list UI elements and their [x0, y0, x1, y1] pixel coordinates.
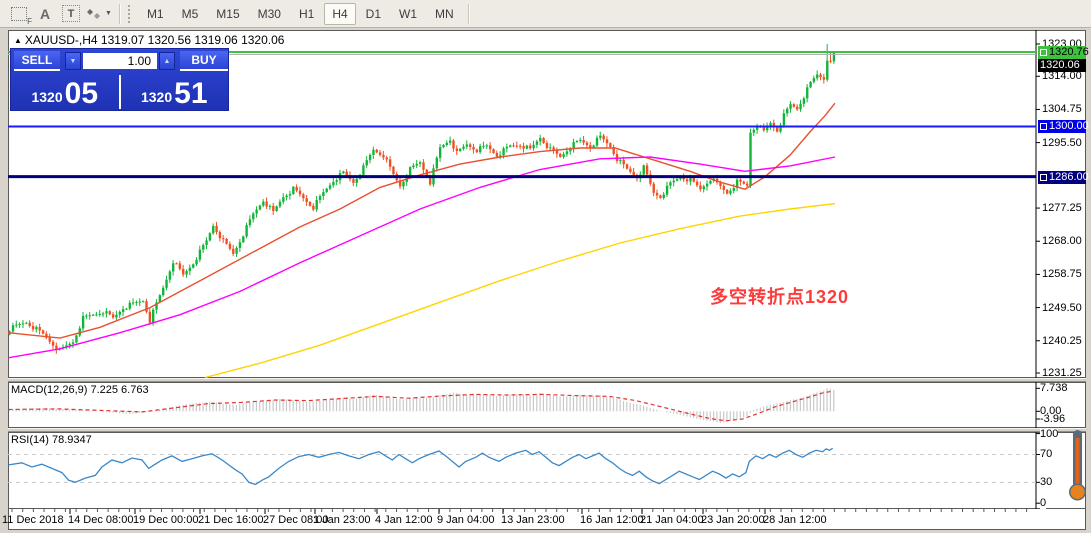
time-axis-label: 1 Jan 23:00: [313, 514, 371, 526]
price-tick-label: 1231.25: [1042, 367, 1082, 379]
price-marker-1300.00: 1300.00: [1038, 120, 1089, 134]
volume-input[interactable]: 1.00: [83, 53, 157, 69]
timeframe-button-H4[interactable]: H4: [324, 2, 356, 25]
bid-price-display[interactable]: 1320 05: [31, 77, 99, 110]
volume-decrease-button[interactable]: ▼: [65, 52, 81, 70]
rsi-line: [8, 447, 834, 486]
macd-scale-label: 7.738: [1040, 382, 1068, 395]
text-tool-button[interactable]: T: [59, 2, 83, 26]
timeframe-button-M5[interactable]: M5: [181, 6, 199, 21]
price-tick-label: 1268.00: [1042, 235, 1082, 248]
title-arrow-icon: ▲: [14, 36, 22, 45]
toolbar-separator: [467, 3, 470, 24]
ma-slow-line: [204, 202, 836, 378]
thermometer-icon: [1066, 428, 1088, 506]
hline-handle[interactable]: [1040, 173, 1047, 181]
rsi-panel: [8, 432, 1086, 509]
volume-increase-button[interactable]: ▲: [159, 52, 175, 70]
ma-mid-line: [8, 156, 836, 359]
time-axis-ticks: [11, 509, 1028, 514]
main-chart-surface[interactable]: [8, 30, 1086, 378]
time-axis: [8, 509, 1086, 530]
timeframe-button-W1[interactable]: W1: [399, 6, 417, 21]
ask-price-display[interactable]: 1320 51: [140, 77, 208, 110]
time-axis-label: 21 Jan 04:00: [640, 514, 704, 526]
price-tick-label: 1249.50: [1042, 301, 1082, 314]
price-separator: [118, 75, 121, 109]
letter-a-icon: A: [39, 5, 51, 22]
time-axis-label: 14 Dec 08:00: [68, 514, 134, 526]
sell-button[interactable]: SELL: [14, 51, 60, 71]
macd-scale-label: 0.00: [1040, 405, 1062, 418]
macd-chart-surface[interactable]: [8, 382, 1086, 428]
price-tick-label: 1304.75: [1042, 103, 1082, 116]
timeframe-button-M1[interactable]: M1: [146, 6, 164, 21]
chevron-down-icon: ▼: [105, 10, 112, 17]
rsi-label: RSI(14) 78.9347: [11, 434, 92, 446]
buy-button[interactable]: BUY: [180, 51, 228, 71]
price-tick-label: 1277.25: [1042, 202, 1082, 215]
time-axis-label: 28 Jan 12:00: [763, 514, 827, 526]
shapes-icon: [87, 8, 100, 19]
rsi-chart-surface[interactable]: [8, 432, 1086, 509]
price-tick-label: 1258.75: [1042, 268, 1082, 281]
pointer-f-icon: F: [11, 6, 32, 26]
toolbar-grip[interactable]: [127, 4, 134, 23]
chart-title: ▲ XAUUSD-,H4 1319.07 1320.56 1319.06 1320…: [14, 33, 285, 47]
time-axis-label: 16 Jan 12:00: [580, 514, 644, 526]
time-axis-label: 19 Dec 00:00: [133, 514, 199, 526]
price-marker-1286.00: 1286.00: [1038, 170, 1089, 184]
rsi-scale-label: 0: [1040, 497, 1047, 510]
macd-label: MACD(12,26,9) 7.225 6.763: [11, 384, 149, 396]
timeframe-button-MN[interactable]: MN: [435, 6, 454, 21]
time-axis-label: 21 Dec 16:00: [198, 514, 264, 526]
price-marker-1320.76: 1320.76: [1038, 46, 1089, 60]
price-marker-1320.06: 1320.06: [1038, 58, 1086, 72]
macd-scale-label: -3.96: [1040, 413, 1066, 425]
timeframe-button-H1[interactable]: H1: [298, 6, 315, 21]
timeframe-button-D1[interactable]: D1: [365, 6, 381, 21]
time-axis-label: 11 Dec 2018: [2, 514, 64, 526]
text-label-button[interactable]: A: [33, 2, 57, 26]
time-axis-label: 27 Dec 08:00: [263, 514, 329, 526]
rsi-scale-label: 70: [1040, 448, 1053, 461]
crosshair-pointer-button[interactable]: F: [7, 2, 32, 26]
time-axis-label: 13 Jan 23:00: [501, 514, 565, 526]
time-axis-label: 23 Jan 20:00: [701, 514, 765, 526]
rsi-scale-label: 100: [1040, 427, 1059, 440]
hline-handle[interactable]: [1040, 49, 1047, 57]
price-tick-label: 1240.25: [1042, 334, 1082, 347]
chart-text-annotation[interactable]: 多空转折点1320: [710, 287, 850, 307]
price-tick-label: 1314.00: [1042, 70, 1082, 83]
rsi-scale-label: 30: [1040, 476, 1053, 489]
price-tick-label: 1295.50: [1042, 136, 1082, 149]
macd-signal-line: [8, 390, 833, 422]
toolbar-separator: [118, 3, 121, 24]
timeframe-button-M15[interactable]: M15: [216, 6, 240, 21]
time-axis-label: 9 Jan 04:00: [437, 514, 495, 526]
time-axis-label: 4 Jan 12:00: [375, 514, 433, 526]
one-click-trading-panel: SELL ▼ 1.00 ▲ BUY 1320 05 1320 51: [10, 48, 229, 111]
toolbar: F A T ▼ M1 M5 M15 M30 H1 H4 D1 W1 MN: [0, 0, 1091, 28]
arrows-tool-button[interactable]: ▼: [85, 2, 113, 26]
panel-splitter[interactable]: [8, 378, 1086, 382]
price-tick-label: 1323.00: [1042, 38, 1082, 50]
timeframe-button-M30[interactable]: M30: [257, 6, 281, 21]
ma-fast-line: [8, 102, 836, 339]
hline-handle[interactable]: [1040, 123, 1047, 131]
panel-splitter[interactable]: [8, 428, 1086, 432]
macd-histogram: [8, 388, 835, 424]
text-t-icon: T: [62, 5, 80, 22]
